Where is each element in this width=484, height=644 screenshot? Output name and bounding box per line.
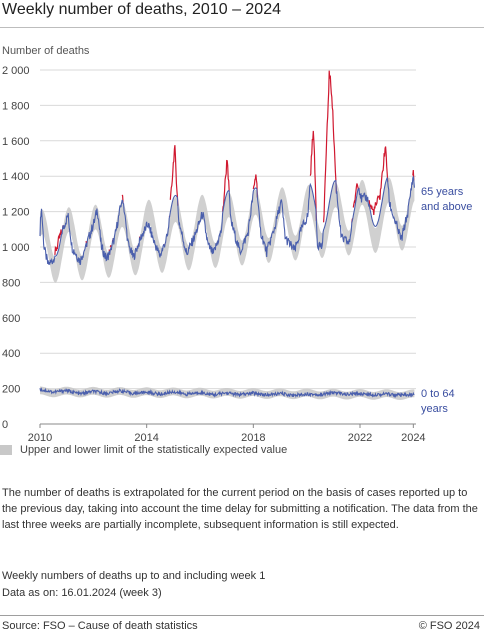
series-line-1 <box>39 387 415 399</box>
footnote-data-date: Data as on: 16.01.2024 (week 3) <box>2 587 162 599</box>
y-tick-label: 1 200 <box>2 207 30 219</box>
x-tick-label: 2014 <box>134 432 158 444</box>
series-label-65-plus-line1: 65 years <box>421 186 464 198</box>
deaths-chart: Number of deaths 0 200 400 600 800 1 000 1 200… <box>2 45 472 444</box>
series-label-65-plus-line2: and above <box>421 201 472 213</box>
x-tick-label: 2022 <box>348 432 372 444</box>
explanatory-note: The number of deaths is extrapolated for… <box>2 487 478 531</box>
series-label-0-64-line1: 0 to 64 <box>421 388 455 400</box>
y-axis-label: Number of deaths <box>2 45 90 57</box>
y-tick-label: 800 <box>2 277 20 289</box>
legend: Upper and lower limit of the statistical… <box>0 444 287 456</box>
y-tick-label: 200 <box>2 384 20 396</box>
y-tick-label: 1 400 <box>2 171 30 183</box>
x-tick-label: 2010 <box>28 432 52 444</box>
x-tick-label: 2018 <box>241 432 265 444</box>
copyright-text: © FSO 2024 <box>418 620 480 632</box>
page-title: Weekly number of deaths, 2010 – 2024 <box>2 1 281 18</box>
legend-label: Upper and lower limit of the statistical… <box>20 444 288 456</box>
expected-band <box>40 175 415 400</box>
grid-lines <box>40 69 416 425</box>
y-tick-label: 0 <box>2 419 8 431</box>
y-tick-label: 400 <box>2 348 20 360</box>
y-tick-label: 1 000 <box>2 242 30 254</box>
y-tick-labels: 0 200 400 600 800 1 000 1 200 1 400 1 600 1 800 2 … <box>2 65 30 431</box>
y-tick-label: 2 000 <box>2 65 30 77</box>
series-lines <box>39 70 415 399</box>
y-tick-label: 1 600 <box>2 136 30 148</box>
series-label-0-64-line2: years <box>421 403 448 415</box>
y-tick-label: 600 <box>2 313 20 325</box>
y-tick-label: 1 800 <box>2 100 30 112</box>
x-tick-labels: 2010 2014 2018 2022 2024 <box>28 424 426 444</box>
legend-swatch <box>0 445 12 455</box>
series-line-0 <box>39 176 415 265</box>
footnote-weeks: Weekly numbers of deaths up to and inclu… <box>2 570 266 582</box>
footer-divider <box>0 615 484 616</box>
x-tick-label: 2024 <box>401 432 425 444</box>
source-text: Source: FSO – Cause of death statistics <box>2 620 198 632</box>
title-divider <box>0 27 484 28</box>
